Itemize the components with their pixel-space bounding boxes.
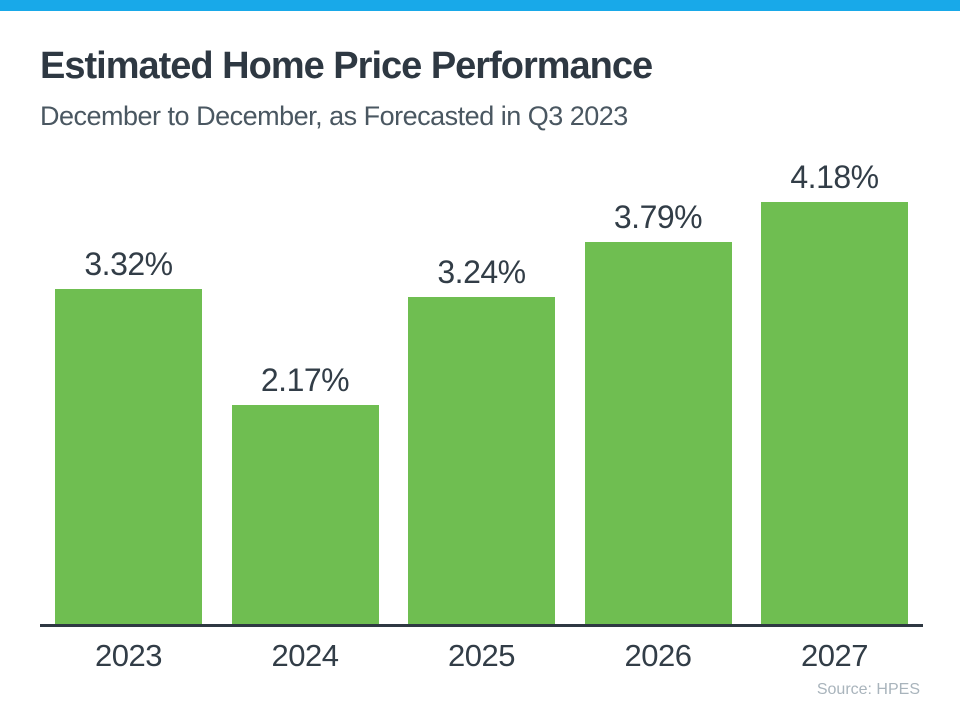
bar-2025 xyxy=(408,297,555,624)
x-axis-label-2026: 2026 xyxy=(624,638,692,673)
x-axis-label-2027: 2027 xyxy=(801,638,868,673)
chart-title: Estimated Home Price Performance xyxy=(40,45,653,87)
bar-column-2026: 3.79% xyxy=(584,199,732,624)
source-note: Source: HPES xyxy=(816,681,920,698)
bar-2027 xyxy=(761,202,908,624)
bar-2026 xyxy=(584,242,732,624)
plot-area: 3.32% 2.17% 3.24% 3.79% 4.18% xyxy=(40,160,923,624)
bar-value-label: 3.79% xyxy=(613,199,703,235)
x-axis-line xyxy=(40,624,923,627)
bar-2024 xyxy=(231,405,379,624)
bar-column-2025: 3.24% xyxy=(408,256,555,624)
bar-2023 xyxy=(55,289,202,624)
bar-column-2023: 3.32% xyxy=(55,248,202,624)
chart-subtitle: December to December, as Forecasted in Q… xyxy=(40,101,628,131)
top-accent-bar xyxy=(0,0,960,11)
x-axis-labels: 2023 2024 2025 2026 2027 xyxy=(40,638,923,678)
bar-value-label: 4.18% xyxy=(790,159,879,195)
bar-value-label: 3.32% xyxy=(84,246,173,282)
x-axis-label-2024: 2024 xyxy=(271,638,339,673)
bar-column-2027: 4.18% xyxy=(761,161,908,624)
bar-chart: 3.32% 2.17% 3.24% 3.79% 4.18% 2023 2024 2025 20… xyxy=(40,160,923,700)
bar-value-label: 3.24% xyxy=(437,254,526,290)
bar-column-2024: 2.17% xyxy=(231,362,379,624)
bar-value-label: 2.17% xyxy=(260,362,350,398)
x-axis-label-2023: 2023 xyxy=(95,638,162,673)
x-axis-label-2025: 2025 xyxy=(448,638,515,673)
